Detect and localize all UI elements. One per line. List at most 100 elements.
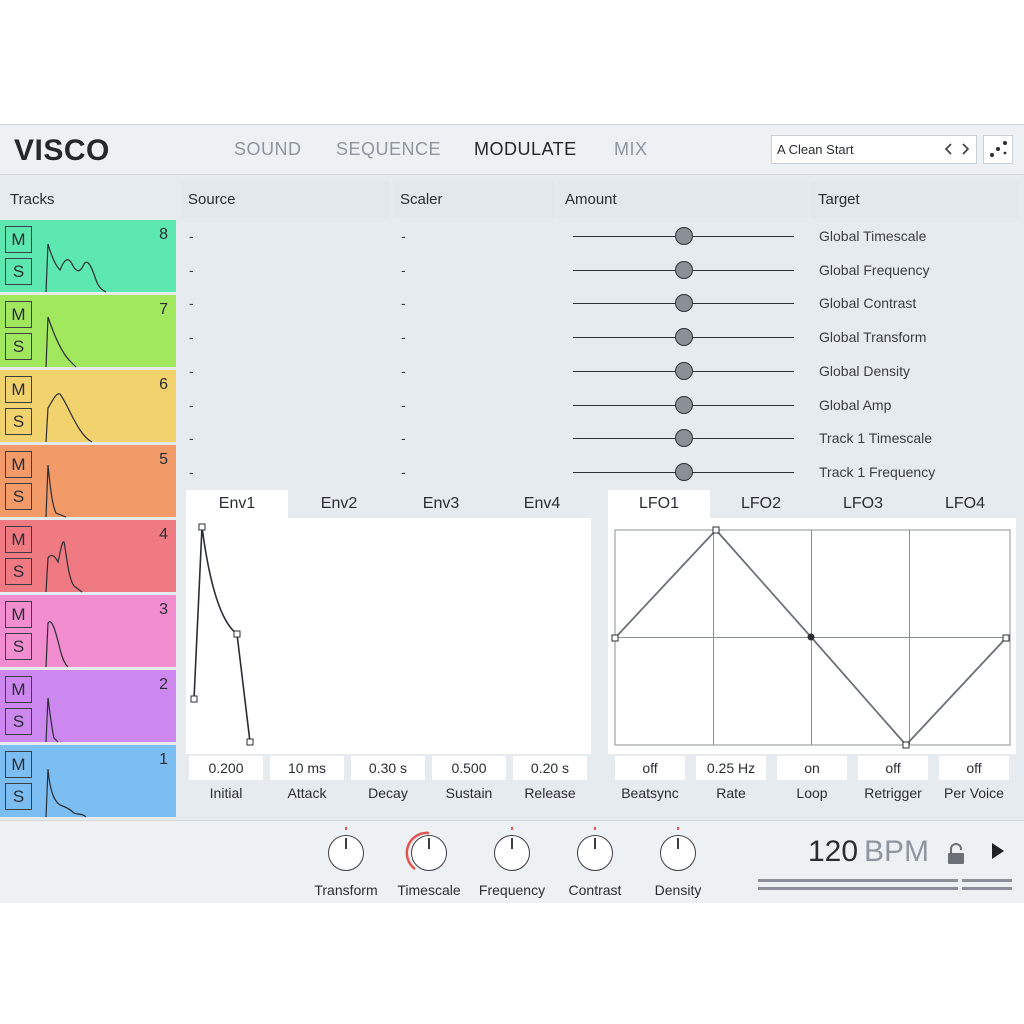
source-cell[interactable]: - [181, 423, 390, 455]
tab-lfo4[interactable]: LFO4 [944, 495, 985, 512]
tab-env4[interactable]: Env4 [523, 495, 561, 512]
mute-button[interactable]: M [5, 601, 32, 628]
amount-slider-knob[interactable] [674, 260, 693, 279]
solo-button[interactable]: S [5, 333, 32, 360]
source-cell[interactable]: - [181, 221, 390, 252]
envelope-panel: Env1 Env2 Env3 Env4 0.200 Initial 10 ms Att… [181, 490, 596, 815]
chevron-right-icon[interactable] [958, 139, 972, 164]
source-cell[interactable]: - [181, 355, 390, 387]
scaler-cell[interactable]: - [393, 389, 555, 421]
tab-lfo1[interactable]: LFO1 [608, 490, 710, 518]
lock-icon[interactable] [947, 843, 965, 870]
envelope-param-label: Decay [368, 785, 408, 801]
solo-button[interactable]: S [5, 558, 32, 585]
solo-button[interactable]: S [5, 708, 32, 735]
tab-env1[interactable]: Env1 [186, 490, 288, 518]
solo-button[interactable]: S [5, 633, 32, 660]
macro-knob[interactable] [411, 835, 447, 871]
scaler-cell[interactable]: - [393, 423, 555, 455]
amount-slider-knob[interactable] [674, 328, 693, 347]
scaler-cell[interactable]: - [393, 355, 555, 387]
lfo-param-value[interactable]: off [939, 756, 1009, 780]
mute-button[interactable]: M [5, 301, 32, 328]
scaler-cell[interactable]: - [393, 221, 555, 252]
mute-button[interactable]: M [5, 676, 32, 703]
target-cell[interactable]: Global Density [811, 355, 1019, 387]
macro-knob[interactable] [328, 835, 364, 871]
macro-knob[interactable] [577, 835, 613, 871]
amount-slider-knob[interactable] [674, 361, 693, 380]
solo-button[interactable]: S [5, 783, 32, 810]
track-waveform [44, 380, 114, 449]
lfo-graph[interactable] [608, 518, 1016, 754]
tab-modulate[interactable]: MODULATE [474, 139, 577, 159]
tab-lfo3[interactable]: LFO3 [842, 495, 883, 512]
lfo-param-value[interactable]: on [777, 756, 847, 780]
target-cell[interactable]: Track 1 Timescale [811, 423, 1019, 455]
lfo-param-value[interactable]: off [615, 756, 685, 780]
macro-knob[interactable] [494, 835, 530, 871]
scaler-cell[interactable]: - [393, 254, 555, 286]
solo-button[interactable]: S [5, 408, 32, 435]
target-cell[interactable]: Global Contrast [811, 288, 1019, 320]
scaler-cell[interactable]: - [393, 288, 555, 320]
amount-slider-knob[interactable] [674, 294, 693, 313]
mute-button[interactable]: M [5, 526, 32, 553]
macro-knob-label: Contrast [568, 882, 622, 898]
chevron-left-icon[interactable] [942, 139, 956, 164]
amount-slider-knob[interactable] [674, 395, 693, 414]
envelope-param-value[interactable]: 0.200 [189, 756, 263, 780]
tab-sound[interactable]: SOUND [234, 139, 302, 159]
tab-sequence[interactable]: SEQUENCE [336, 139, 442, 159]
amount-slider-knob[interactable] [674, 227, 693, 245]
envelope-param-value[interactable]: 0.20 s [513, 756, 587, 780]
mute-button[interactable]: M [5, 751, 32, 778]
mute-button[interactable]: M [5, 451, 32, 478]
macro-knob[interactable] [660, 835, 696, 871]
envelope-graph[interactable] [186, 518, 591, 754]
tab-lfo2[interactable]: LFO2 [740, 495, 781, 512]
scaler-cell[interactable]: - [393, 322, 555, 354]
envelope-param-value[interactable]: 0.30 s [351, 756, 425, 780]
target-cell[interactable]: Global Transform [811, 322, 1019, 354]
track-number: 1 [159, 751, 168, 768]
target-cell[interactable]: Global Frequency [811, 254, 1019, 286]
track-number: 5 [159, 451, 168, 468]
play-icon[interactable] [990, 841, 1006, 866]
source-cell[interactable]: - [181, 389, 390, 421]
amount-slider-knob[interactable] [674, 462, 693, 481]
bpm-value[interactable]: 120 [808, 835, 859, 868]
lfo-param-value[interactable]: off [858, 756, 928, 780]
solo-button[interactable]: S [5, 483, 32, 510]
preset-selector[interactable]: A Clean Start [771, 135, 977, 164]
target-cell[interactable]: Global Timescale [811, 221, 1019, 252]
track-waveform [44, 230, 114, 299]
source-cell[interactable]: - [181, 288, 390, 320]
source-cell[interactable]: - [181, 456, 390, 488]
mute-button[interactable]: M [5, 376, 32, 403]
target-cell[interactable]: Global Amp [811, 389, 1019, 421]
solo-button[interactable]: S [5, 258, 32, 285]
scaler-cell[interactable]: - [393, 456, 555, 488]
envelope-param-value[interactable]: 10 ms [270, 756, 344, 780]
source-cell[interactable]: - [181, 322, 390, 354]
amount-slider-knob[interactable] [674, 429, 693, 448]
tab-env3[interactable]: Env3 [422, 495, 460, 512]
lfo-param-value[interactable]: 0.25 Hz [696, 756, 766, 780]
envelope-param-value[interactable]: 0.500 [432, 756, 506, 780]
source-cell[interactable]: - [181, 254, 390, 286]
mute-button[interactable]: M [5, 226, 32, 253]
tab-env2[interactable]: Env2 [320, 495, 358, 512]
target-cell[interactable]: Track 1 Frequency [811, 456, 1019, 488]
dots-icon[interactable] [983, 135, 1013, 164]
envelope-param-label: Initial [209, 785, 243, 801]
tab-mix[interactable]: MIX [614, 139, 648, 159]
